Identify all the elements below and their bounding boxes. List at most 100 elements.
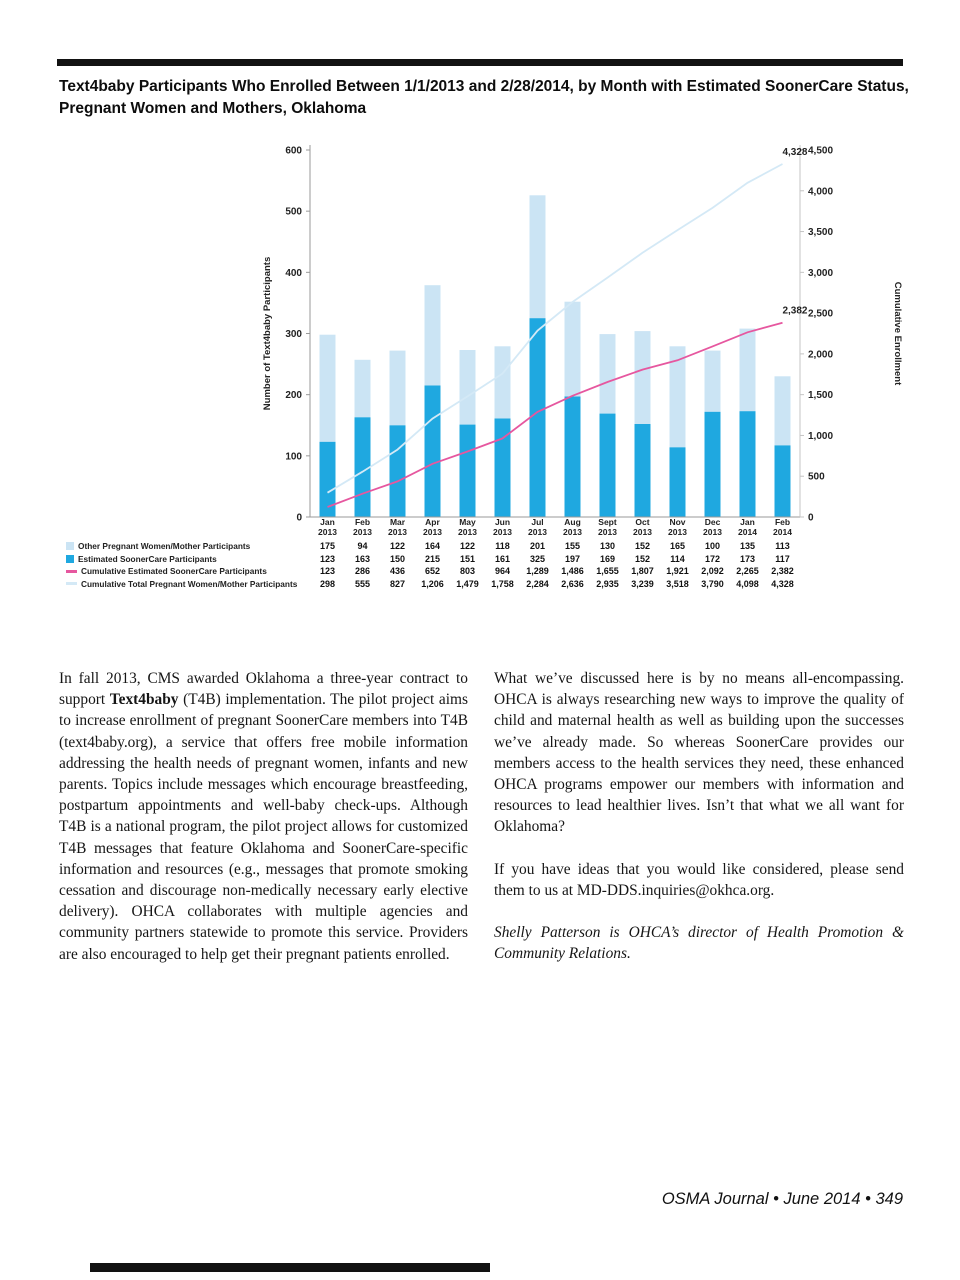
- month-header-cell: May 2013: [458, 517, 477, 538]
- right-tick-label: 4,000: [808, 186, 833, 197]
- table-value-cell: 2,382: [771, 566, 794, 577]
- legend-label-text: Estimated SoonerCare Participants: [78, 553, 217, 564]
- month-header-cell: Jan 2014: [738, 517, 757, 538]
- table-value-cell: 197: [564, 553, 581, 564]
- legend-swatch: [66, 582, 77, 586]
- left-axis-title: Number of Text4baby Participants: [262, 257, 273, 410]
- chart-bars: [319, 195, 791, 518]
- bar-soonercare-segment: [494, 418, 511, 517]
- table-value-cell: 122: [459, 541, 476, 552]
- bar-other-segment: [739, 328, 756, 412]
- table-value-cell: 2,935: [596, 578, 619, 589]
- article-paragraph-2: What we’ve discussed here is by no means…: [494, 670, 904, 836]
- table-value-cell: 135: [739, 541, 756, 552]
- bar-other-segment: [774, 376, 791, 446]
- legend-label-text: Cumulative Total Pregnant Women/Mother P…: [81, 578, 298, 589]
- table-value-cell: 201: [529, 541, 546, 552]
- table-value-cell: 298: [319, 578, 336, 589]
- table-value-cell: 150: [389, 553, 406, 564]
- table-value-cell: 152: [634, 541, 651, 552]
- paragraph-bold-text: Text4baby: [109, 691, 179, 709]
- table-value-cell: 827: [389, 578, 406, 589]
- bar-other-segment: [669, 346, 686, 448]
- table-value-cell: 155: [564, 541, 581, 552]
- table-value-cell: 1,486: [561, 566, 584, 577]
- table-value-cell: 165: [669, 541, 686, 552]
- table-value-cell: 130: [599, 541, 616, 552]
- bottom-rule: [90, 1263, 490, 1272]
- table-value-cell: 100: [704, 541, 721, 552]
- legend-row-label: Cumulative Total Pregnant Women/Mother P…: [60, 578, 310, 591]
- table-value-cell: 436: [389, 566, 406, 577]
- bar-other-segment: [319, 334, 336, 442]
- article-right-column: What we’ve discussed here is by no means…: [494, 668, 904, 964]
- chart-line-cumulative-total: [327, 163, 783, 494]
- table-value-cell: 123: [319, 566, 336, 577]
- table-value-cell: 164: [424, 541, 441, 552]
- article-paragraph-1: In fall 2013, CMS awarded Oklahoma a thr…: [59, 668, 468, 965]
- bar-other-segment: [564, 301, 581, 397]
- month-header-cell: Feb 2014: [773, 517, 792, 538]
- table-value-cell: 1,921: [666, 566, 689, 577]
- month-header-cell: Oct 2013: [633, 517, 652, 538]
- table-value-cell: 652: [424, 566, 441, 577]
- table-value-cell: 3,518: [666, 578, 689, 589]
- chart-line-cumulative-estimated: [327, 321, 783, 508]
- bar-other-segment: [424, 285, 441, 386]
- bar-soonercare-segment: [564, 396, 581, 517]
- journal-footer: OSMA Journal • June 2014 • 349: [661, 1190, 903, 1208]
- table-value-cell: 2,284: [526, 578, 549, 589]
- paragraph-text: In fall 2013, CMS awarded Oklahoma a thr…: [59, 670, 468, 709]
- chart-annotation: 2,382: [782, 306, 807, 317]
- page-title-line1: Text4baby Participants Who Enrolled Betw…: [59, 78, 909, 95]
- table-value-cell: 803: [459, 566, 476, 577]
- bar-other-segment: [704, 350, 721, 412]
- table-value-cell: 173: [739, 553, 756, 564]
- left-tick-label: 100: [285, 451, 302, 462]
- month-header-cell: Jul 2013: [528, 517, 547, 538]
- right-tick-label: 2,500: [808, 309, 833, 320]
- table-value-cell: 3,239: [631, 578, 654, 589]
- left-tick-label: 200: [285, 390, 302, 401]
- enrollment-chart-plot: 0 100 200 300 400 500 600 0 500 1,000 1,500 2,000 2,…: [262, 145, 903, 524]
- table-value-cell: 1,655: [596, 566, 619, 577]
- right-axis-title: Cumulative Enrollment: [892, 282, 903, 386]
- legend-swatch: [66, 554, 74, 563]
- table-value-cell: 169: [599, 553, 616, 564]
- table-value-cell: 172: [704, 553, 721, 564]
- table-value-cell: 161: [494, 553, 511, 564]
- enrollment-chart: 0 100 200 300 400 500 600 0 500 1,000 1,500 2,000 2,…: [60, 138, 930, 603]
- left-tick-label: 600: [285, 146, 302, 157]
- table-value-cell: 555: [354, 578, 371, 589]
- legend-swatch: [66, 542, 74, 551]
- bar-soonercare-segment: [774, 445, 791, 517]
- table-value-cell: 2,265: [736, 566, 759, 577]
- table-value-cell: 123: [319, 553, 336, 564]
- legend-row-label: Cumulative Estimated SoonerCare Particip…: [60, 565, 310, 578]
- month-header-cell: Sept 2013: [598, 517, 617, 538]
- legend-label-text: Cumulative Estimated SoonerCare Particip…: [81, 566, 267, 577]
- page-title-line2: Pregnant Women and Mothers, Oklahoma: [59, 100, 367, 118]
- bar-soonercare-segment: [529, 318, 546, 517]
- table-value-cell: 1,807: [631, 566, 654, 577]
- left-tick-label: 500: [285, 207, 302, 218]
- right-tick-label: 0: [808, 513, 814, 524]
- page-title: Text4baby Participants Who Enrolled Betw…: [59, 76, 911, 121]
- month-header-cell: Mar 2013: [388, 517, 407, 538]
- month-header-cell: Aug 2013: [563, 517, 582, 538]
- table-value-cell: 964: [494, 566, 511, 577]
- bar-other-segment: [459, 350, 476, 425]
- table-value-cell: 286: [354, 566, 371, 577]
- bar-soonercare-segment: [424, 385, 441, 517]
- right-tick-label: 4,500: [808, 146, 833, 157]
- article-byline: Shelly Patterson is OHCA’s director of H…: [494, 924, 904, 963]
- bar-soonercare-segment: [319, 441, 336, 517]
- month-header-cell: Feb 2013: [353, 517, 372, 538]
- top-rule: [57, 59, 903, 66]
- table-value-cell: 175: [319, 541, 336, 552]
- table-value-cell: 2,636: [561, 578, 584, 589]
- left-tick-label: 300: [285, 329, 302, 340]
- bar-soonercare-segment: [634, 424, 651, 517]
- table-value-cell: 94: [357, 541, 368, 552]
